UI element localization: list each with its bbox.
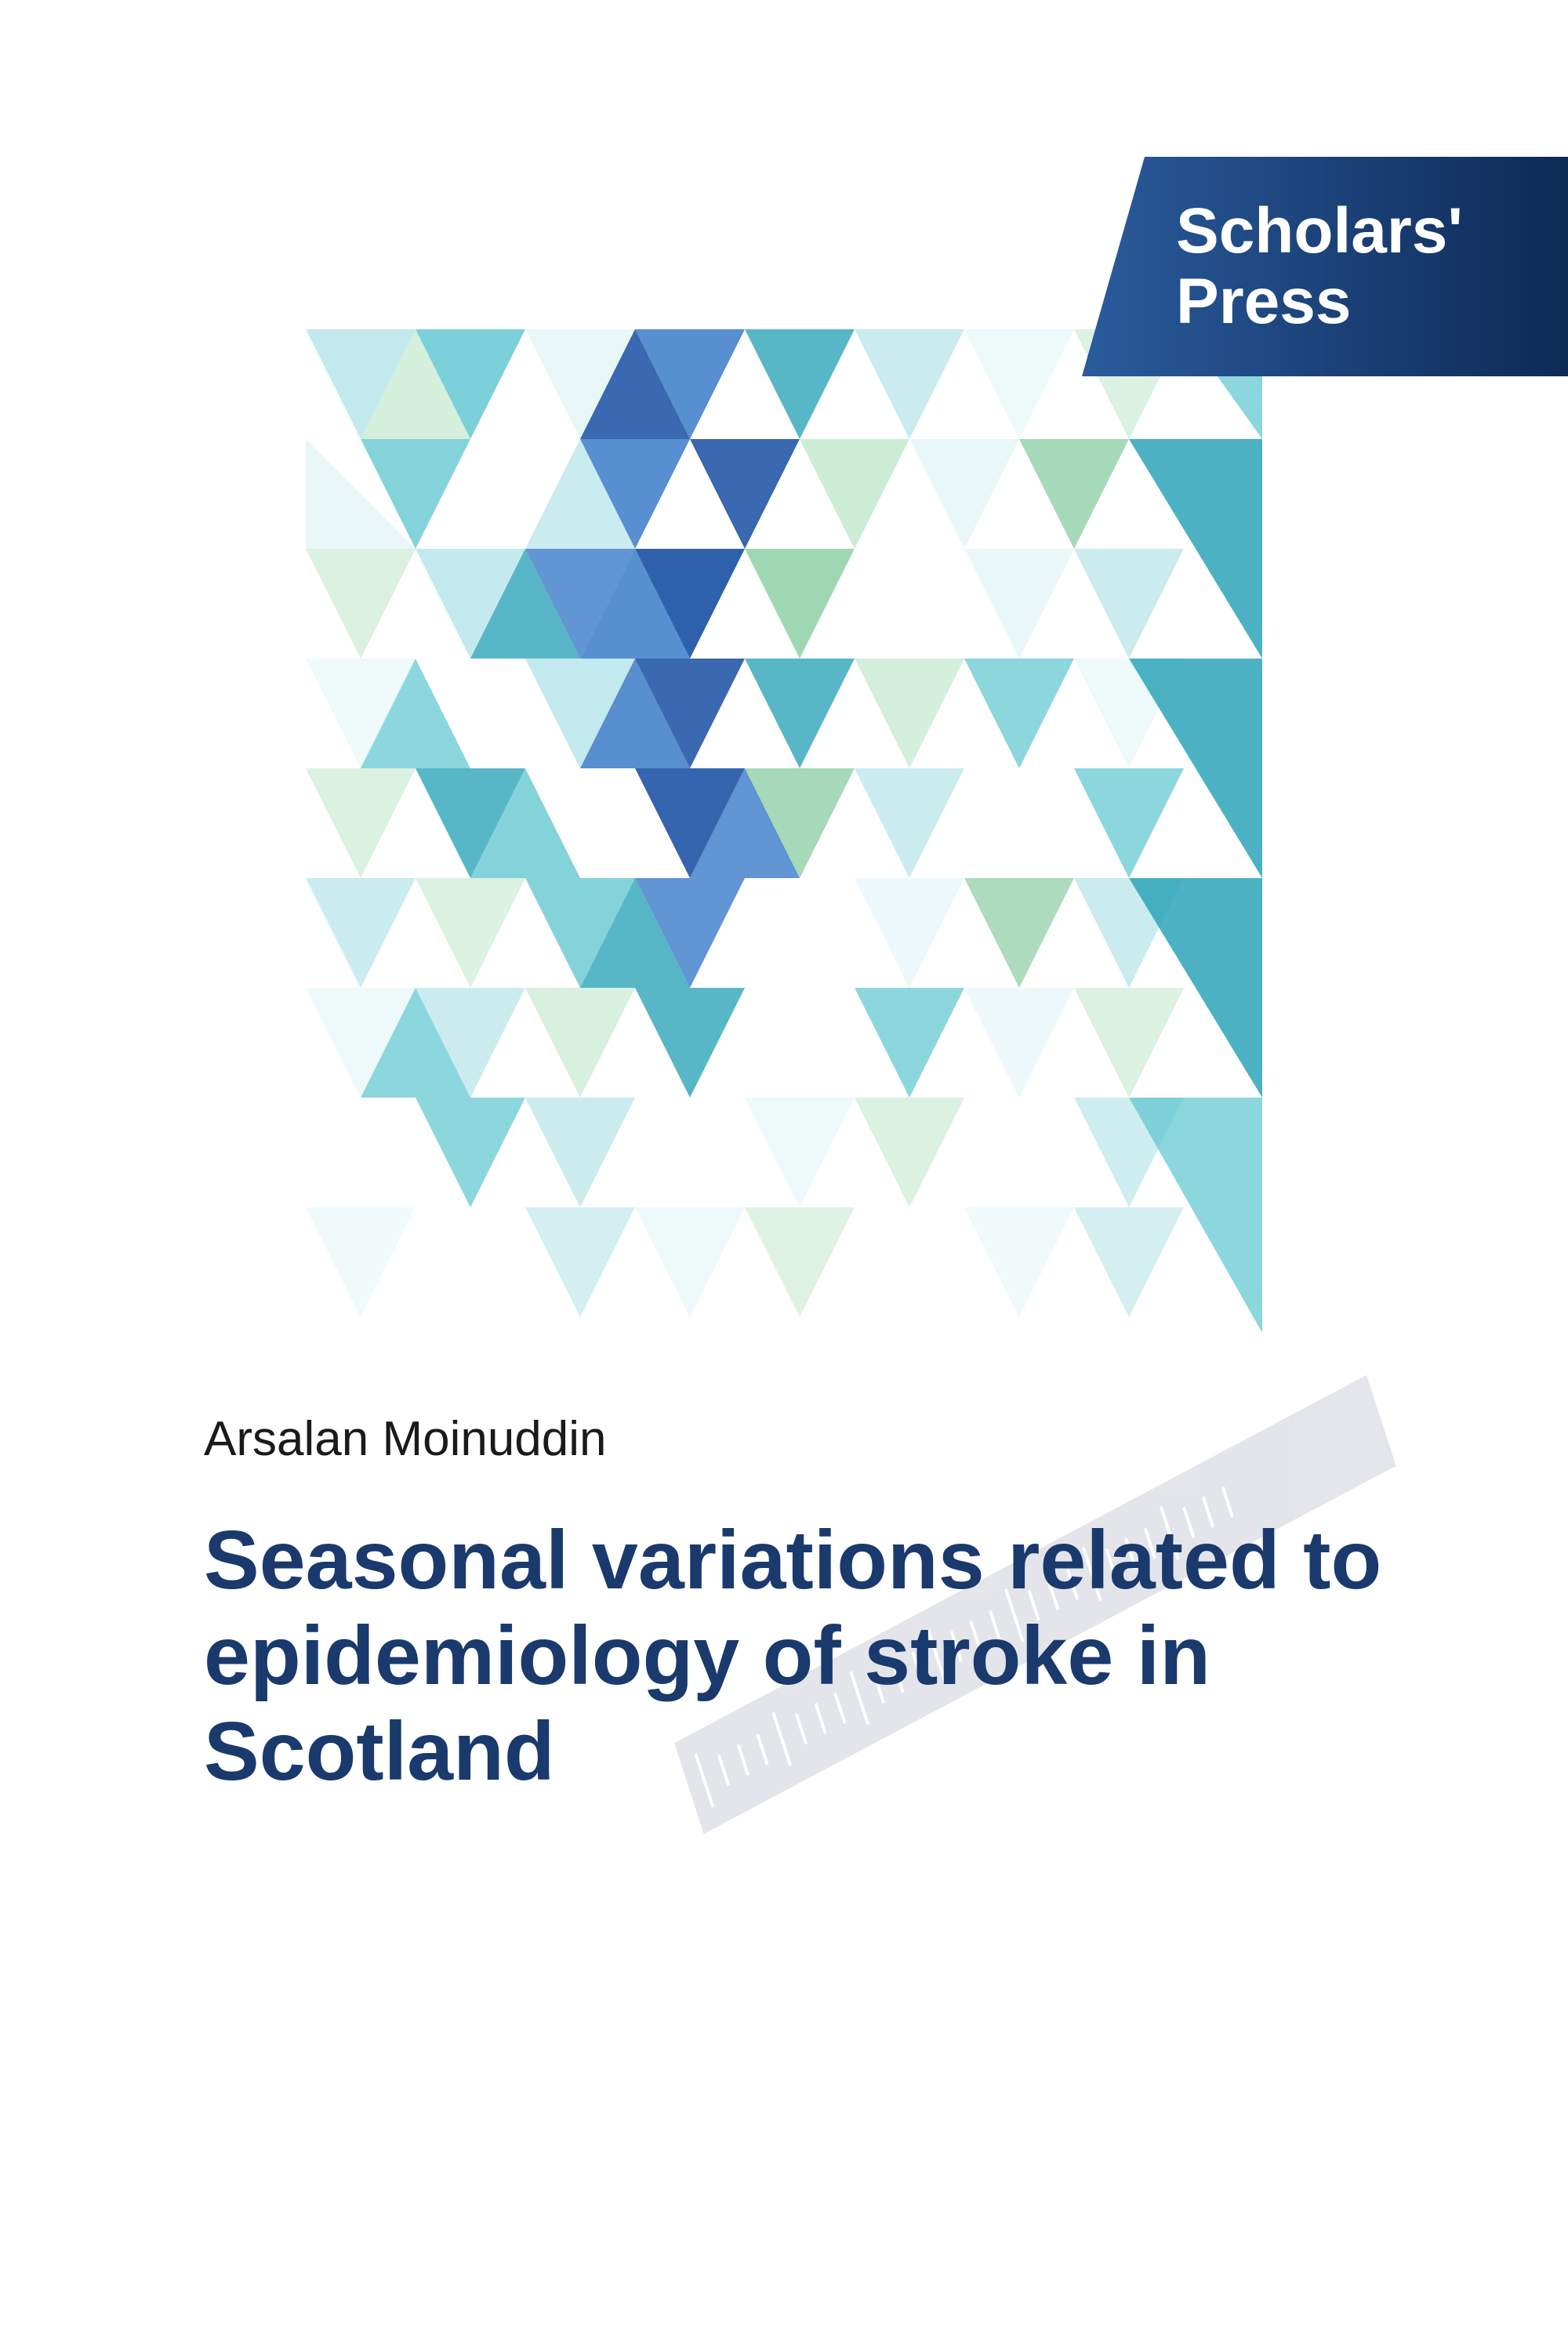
book-title: Seasonal variations related to epidemiol… <box>204 1513 1443 1800</box>
publisher-name: Scholars' Press <box>1176 196 1463 337</box>
author-name: Arsalan Moinuddin <box>204 1411 607 1467</box>
cover-art <box>306 329 1262 1333</box>
publisher-badge: Scholars' Press <box>1082 157 1568 376</box>
